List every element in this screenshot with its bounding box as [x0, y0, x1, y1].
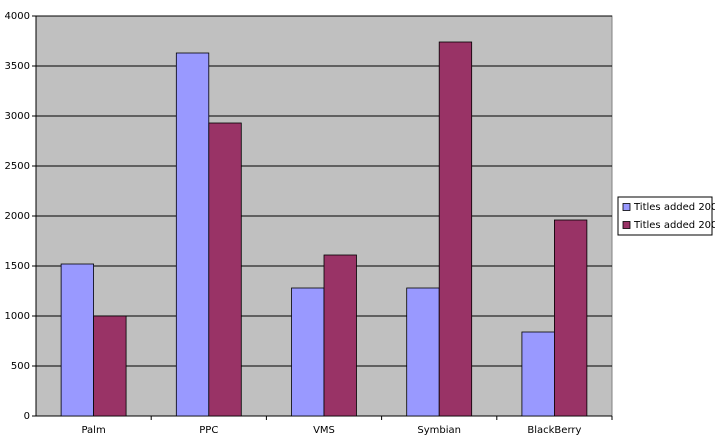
legend-label: Titles added 2007 [633, 220, 715, 231]
bar [406, 287, 440, 417]
x-tick-label: Palm [81, 425, 105, 436]
bar [291, 287, 325, 417]
y-tick-label: 1000 [5, 311, 30, 322]
y-tick-label: 3500 [5, 61, 30, 72]
bar [554, 219, 588, 417]
y-tick-label: 0 [24, 411, 30, 422]
bar [323, 254, 357, 417]
y-tick-label: 3000 [5, 111, 30, 122]
x-tick-label: BlackBerry [527, 425, 581, 436]
legend-label: Titles added 2006 [633, 202, 715, 213]
y-tick-label: 1500 [5, 261, 30, 272]
bar [438, 41, 473, 417]
bar [175, 52, 210, 417]
y-tick-label: 2000 [5, 211, 30, 222]
legend-box [617, 196, 713, 236]
legend-swatch [622, 203, 631, 211]
x-tick-label: Symbian [417, 425, 461, 436]
bar [60, 263, 95, 417]
bar [521, 331, 555, 417]
legend-swatch [622, 221, 631, 229]
x-tick-label: VMS [313, 425, 335, 436]
bar [208, 122, 242, 417]
bar [93, 315, 127, 417]
y-tick-label: 2500 [5, 161, 30, 172]
y-tick-label: 500 [11, 361, 30, 372]
x-tick-label: PPC [199, 425, 218, 436]
y-tick-label: 4000 [5, 11, 30, 22]
